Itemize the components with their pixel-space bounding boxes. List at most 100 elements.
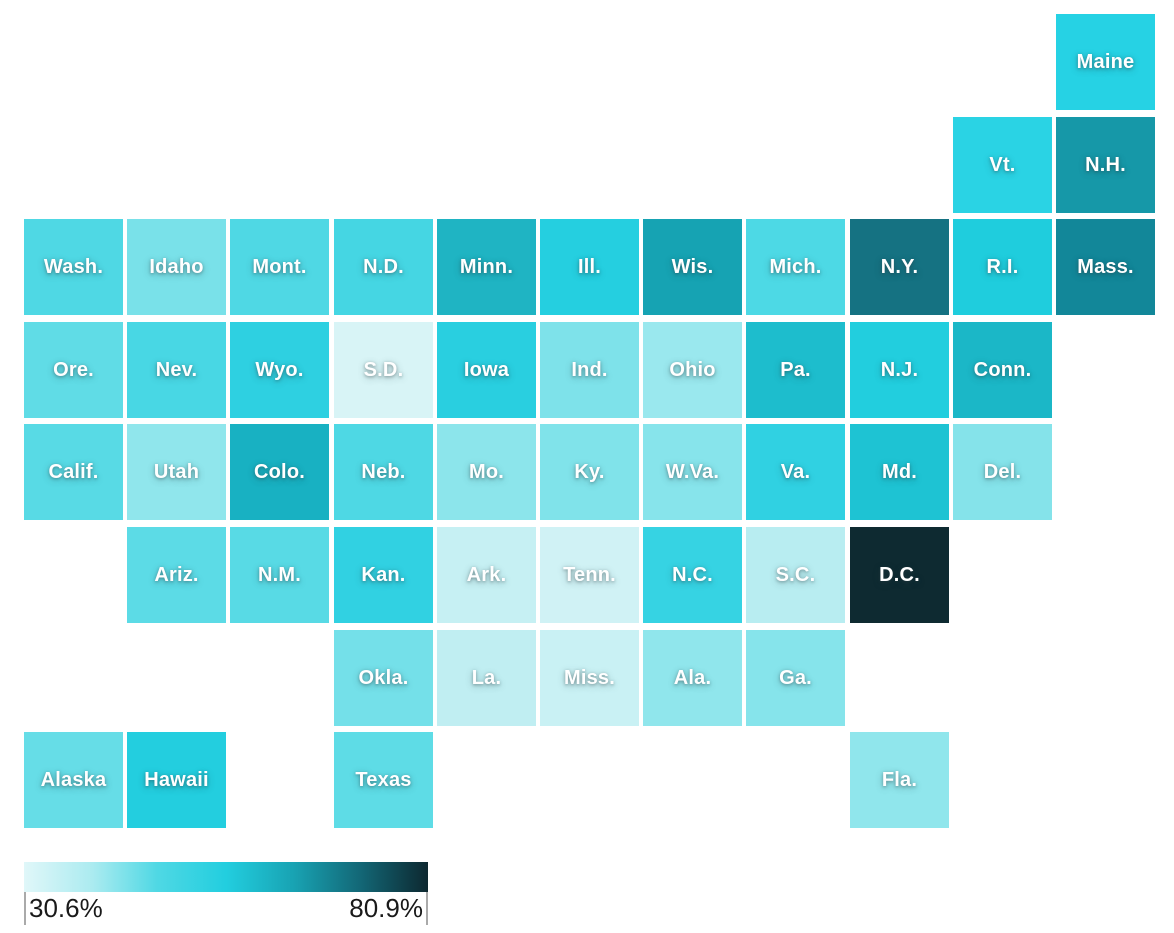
state-label: Utah: [153, 460, 200, 483]
state-label: S.D.: [363, 358, 404, 381]
state-tile-neb[interactable]: Neb.: [334, 424, 433, 520]
state-label: Mich.: [769, 255, 822, 278]
state-label: W.Va.: [665, 460, 720, 483]
state-label: Ariz.: [154, 563, 199, 586]
state-tile-mich[interactable]: Mich.: [746, 219, 845, 315]
state-label: Wis.: [671, 255, 714, 278]
state-label: Ohio: [669, 358, 716, 381]
state-label: Okla.: [358, 666, 409, 689]
state-tile-wyo[interactable]: Wyo.: [230, 322, 329, 418]
state-tile-colo[interactable]: Colo.: [230, 424, 329, 520]
state-label: Ind.: [571, 358, 608, 381]
state-tile-mo[interactable]: Mo.: [437, 424, 536, 520]
state-label: N.D.: [363, 255, 404, 278]
state-tile-nh[interactable]: N.H.: [1056, 117, 1155, 213]
color-scale-legend: 30.6% 80.9%: [24, 862, 428, 925]
legend-max-label: 80.9%: [349, 893, 423, 923]
state-tile-hawaii[interactable]: Hawaii: [127, 732, 226, 828]
state-tile-ariz[interactable]: Ariz.: [127, 527, 226, 623]
state-tile-ark[interactable]: Ark.: [437, 527, 536, 623]
state-label: Del.: [983, 460, 1022, 483]
state-label: Hawaii: [144, 768, 209, 791]
state-tile-wis[interactable]: Wis.: [643, 219, 742, 315]
state-tile-ny[interactable]: N.Y.: [850, 219, 949, 315]
state-tile-sc[interactable]: S.C.: [746, 527, 845, 623]
state-label: Miss.: [563, 666, 616, 689]
state-label: Mass.: [1077, 255, 1134, 278]
legend-min-label: 30.6%: [29, 893, 103, 923]
state-tile-ohio[interactable]: Ohio: [643, 322, 742, 418]
state-label: Texas: [355, 768, 412, 791]
state-tile-pa[interactable]: Pa.: [746, 322, 845, 418]
state-tile-wash[interactable]: Wash.: [24, 219, 123, 315]
state-tile-texas[interactable]: Texas: [334, 732, 433, 828]
state-label: Ill.: [577, 255, 602, 278]
state-label: Mo.: [468, 460, 505, 483]
state-tile-okla[interactable]: Okla.: [334, 630, 433, 726]
state-label: Iowa: [463, 358, 510, 381]
legend-labels: 30.6% 80.9%: [24, 892, 428, 925]
state-tile-nd[interactable]: N.D.: [334, 219, 433, 315]
state-tile-mass[interactable]: Mass.: [1056, 219, 1155, 315]
state-label: Nev.: [155, 358, 198, 381]
state-tile-va[interactable]: Va.: [746, 424, 845, 520]
state-tile-wva[interactable]: W.Va.: [643, 424, 742, 520]
state-tile-del[interactable]: Del.: [953, 424, 1052, 520]
state-label: Pa.: [780, 358, 811, 381]
state-tile-maine[interactable]: Maine: [1056, 14, 1155, 110]
state-label: Idaho: [149, 255, 204, 278]
state-label: Va.: [780, 460, 811, 483]
state-tile-ind[interactable]: Ind.: [540, 322, 639, 418]
state-tile-calif[interactable]: Calif.: [24, 424, 123, 520]
state-tile-alaska[interactable]: Alaska: [24, 732, 123, 828]
state-tile-ga[interactable]: Ga.: [746, 630, 845, 726]
state-tile-minn[interactable]: Minn.: [437, 219, 536, 315]
state-tile-tenn[interactable]: Tenn.: [540, 527, 639, 623]
state-tile-miss[interactable]: Miss.: [540, 630, 639, 726]
state-tile-la[interactable]: La.: [437, 630, 536, 726]
state-label: Vt.: [989, 153, 1016, 176]
state-label: Ore.: [53, 358, 94, 381]
state-tile-ala[interactable]: Ala.: [643, 630, 742, 726]
state-tile-kan[interactable]: Kan.: [334, 527, 433, 623]
state-label: Fla.: [881, 768, 918, 791]
state-tile-nev[interactable]: Nev.: [127, 322, 226, 418]
state-tile-conn[interactable]: Conn.: [953, 322, 1052, 418]
state-tile-idaho[interactable]: Idaho: [127, 219, 226, 315]
state-label: N.H.: [1085, 153, 1126, 176]
state-tile-fla[interactable]: Fla.: [850, 732, 949, 828]
state-label: Wash.: [43, 255, 104, 278]
state-label: Minn.: [459, 255, 514, 278]
state-label: Maine: [1076, 50, 1135, 73]
state-tile-md[interactable]: Md.: [850, 424, 949, 520]
state-label: D.C.: [879, 563, 920, 586]
state-tile-nj[interactable]: N.J.: [850, 322, 949, 418]
state-tile-ky[interactable]: Ky.: [540, 424, 639, 520]
state-label: Conn.: [973, 358, 1032, 381]
state-label: Tenn.: [563, 563, 616, 586]
state-tile-ill[interactable]: Ill.: [540, 219, 639, 315]
state-tile-sd[interactable]: S.D.: [334, 322, 433, 418]
state-tile-utah[interactable]: Utah: [127, 424, 226, 520]
state-label: R.I.: [986, 255, 1019, 278]
tile-map: Maine Vt. N.H. Wash. Idaho Mont. N.D. Minn. Ill.…: [24, 14, 1155, 828]
state-tile-ore[interactable]: Ore.: [24, 322, 123, 418]
state-tile-dc[interactable]: D.C.: [850, 527, 949, 623]
state-tile-nc[interactable]: N.C.: [643, 527, 742, 623]
legend-gradient-bar: [24, 862, 428, 892]
state-label: Ark.: [466, 563, 507, 586]
state-label: Alaska: [40, 768, 107, 791]
state-label: N.C.: [672, 563, 713, 586]
state-label: Ga.: [779, 666, 812, 689]
state-label: La.: [471, 666, 502, 689]
state-tile-mont[interactable]: Mont.: [230, 219, 329, 315]
state-label: Calif.: [48, 460, 99, 483]
state-label: S.C.: [775, 563, 816, 586]
state-tile-ri[interactable]: R.I.: [953, 219, 1052, 315]
state-tile-vt[interactable]: Vt.: [953, 117, 1052, 213]
state-tile-iowa[interactable]: Iowa: [437, 322, 536, 418]
state-label: Ky.: [574, 460, 605, 483]
state-tile-nm[interactable]: N.M.: [230, 527, 329, 623]
state-label: Colo.: [254, 460, 305, 483]
state-label: Mont.: [252, 255, 307, 278]
